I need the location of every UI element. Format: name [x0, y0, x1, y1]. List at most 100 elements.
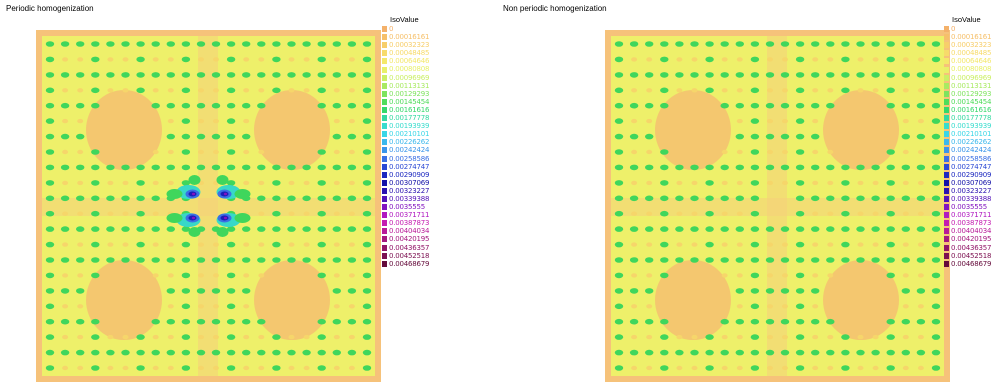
legend-label: 0.00258586: [389, 154, 430, 163]
fringe-dot: [750, 118, 760, 124]
legend-label: 0.00339388: [389, 194, 430, 203]
legend-swatch: [382, 187, 387, 194]
fringe-dot: [302, 41, 311, 47]
fringe-dot: [287, 349, 296, 356]
fringe-dot: [871, 72, 880, 78]
fringe-dot: [317, 257, 326, 263]
fringe-dot: [795, 349, 805, 356]
fringe-dot: [76, 41, 85, 47]
fringe-dot: [136, 56, 145, 63]
legend-swatch: [382, 204, 387, 211]
fringe-dot: [317, 272, 326, 279]
fringe-dot: [151, 72, 160, 78]
fringe-dot: [902, 304, 909, 309]
fringe-dot: [107, 180, 114, 186]
fringe-dot: [735, 164, 744, 171]
fringe-dot: [303, 334, 310, 340]
fringe-dot: [211, 288, 221, 294]
legend-swatch: [944, 244, 949, 251]
right-plot-svg: [605, 30, 950, 382]
fringe-dot: [317, 72, 326, 78]
fringe-dot: [795, 334, 805, 340]
fringe-dot: [347, 133, 357, 140]
fringe-dot: [181, 365, 191, 371]
legend-entry: 0.00032323: [382, 41, 452, 49]
fringe-dot: [362, 41, 372, 47]
legend-entry: 0.00420195: [382, 235, 452, 243]
fringe-dot: [750, 365, 760, 371]
fringe-dot: [721, 334, 728, 340]
fringe-dot: [62, 334, 69, 340]
fringe-dot: [243, 334, 250, 340]
fringe-dot: [167, 57, 174, 62]
fringe-dot: [226, 41, 236, 47]
legend-label: 0.00226262: [951, 138, 992, 147]
legend-label: 0.00387873: [389, 219, 430, 228]
fringe-dot: [811, 318, 820, 325]
fringe-dot: [886, 56, 895, 63]
legend-label: 0.00307069: [951, 178, 992, 187]
fringe-dot: [841, 257, 850, 263]
fringe-dot: [226, 72, 236, 78]
legend-swatch: [944, 34, 949, 41]
fringe-dot: [614, 164, 624, 171]
fringe-dot: [690, 257, 699, 263]
fringe-dot: [272, 365, 281, 371]
fringe-dot: [62, 211, 69, 216]
legend-swatch: [944, 212, 949, 219]
fringe-dot: [258, 180, 265, 186]
fringe-dot: [181, 272, 191, 279]
fringe-dot: [901, 102, 910, 109]
fringe-dot: [91, 334, 100, 340]
legend-entry: 0.00323227: [382, 187, 452, 195]
fringe-dot: [767, 118, 773, 124]
fringe-dot: [152, 334, 159, 340]
fringe-dot: [91, 102, 100, 109]
fringe-dot: [347, 318, 357, 325]
legend-label: 0.00080808: [389, 65, 430, 74]
fringe-dot: [765, 349, 775, 356]
legend-entry: 0.00177778: [944, 114, 994, 122]
legend-entry: 0.00177778: [382, 114, 452, 122]
fringe-dot: [902, 180, 909, 186]
orange-zone: [254, 90, 330, 170]
fringe-dot: [780, 164, 790, 171]
orange-zone: [86, 90, 162, 170]
fringe-dot: [795, 257, 805, 263]
fringe-dot: [660, 257, 669, 263]
fringe-dot: [902, 211, 909, 216]
fringe-dot: [213, 365, 219, 371]
legend-entry: 0.00290909: [382, 171, 452, 179]
fringe-dot: [931, 303, 941, 310]
fringe-dot: [347, 226, 357, 232]
fringe-dot: [931, 288, 941, 294]
legend-swatch: [382, 50, 387, 57]
fringe-dot: [136, 72, 145, 78]
orange-zone: [655, 260, 731, 340]
legend-label: 0.00145454: [389, 97, 430, 106]
fringe-dot: [631, 242, 638, 247]
fringe-dot: [872, 180, 879, 186]
fringe-dot: [736, 57, 743, 62]
fringe-dot: [226, 226, 236, 232]
fringe-dot: [660, 87, 669, 94]
fringe-dot: [258, 57, 265, 62]
orange-zone: [86, 260, 162, 340]
fringe-dot: [705, 87, 714, 94]
fringe-dot: [77, 242, 84, 247]
fringe-dot: [901, 164, 910, 171]
fringe-dot: [931, 349, 941, 356]
fringe-dot: [735, 318, 744, 325]
fringe-dot: [91, 87, 100, 94]
fringe-dot: [886, 365, 895, 371]
legend-entry: 0.00242424: [382, 146, 452, 154]
fringe-dot: [691, 57, 698, 62]
fringe-dot: [332, 102, 341, 109]
fringe-dot: [660, 318, 669, 325]
fringe-dot: [767, 242, 773, 247]
fringe-dot: [181, 226, 191, 232]
fringe-dot: [317, 241, 326, 248]
fringe-dot: [181, 349, 191, 356]
fringe-dot: [750, 133, 760, 140]
legend-swatch: [944, 187, 949, 194]
